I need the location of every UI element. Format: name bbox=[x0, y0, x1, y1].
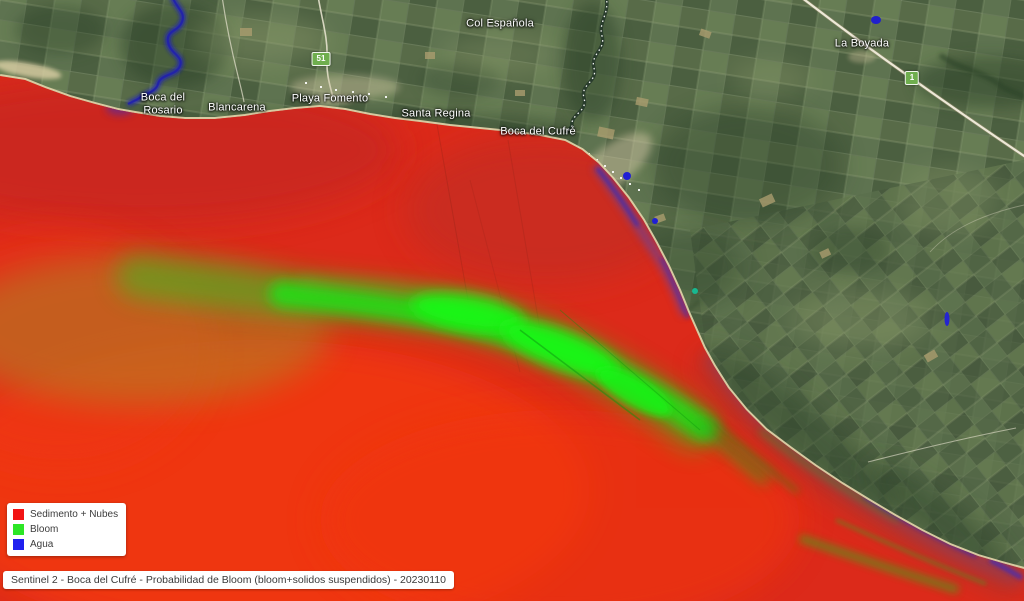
legend-item-bloom: Bloom bbox=[13, 524, 118, 535]
creek-top-right bbox=[938, 52, 1024, 100]
route-shield-51-icon: 51 bbox=[311, 52, 331, 66]
bloom-overlay bbox=[116, 254, 800, 494]
bloom-swatch-icon bbox=[13, 524, 24, 535]
legend-label: Agua bbox=[30, 539, 54, 550]
legend-item-agua: Agua bbox=[13, 539, 118, 550]
river-rosario bbox=[126, 0, 186, 107]
legend-label: Sedimento + Nubes bbox=[30, 509, 119, 520]
legend-item-sediment: Sedimento + Nubes bbox=[13, 509, 118, 520]
legend-label: Bloom bbox=[30, 524, 59, 535]
legend: Sedimento + Nubes Bloom Agua bbox=[7, 503, 127, 556]
river-cufre bbox=[564, 0, 609, 136]
route-shield-1-icon: 1 bbox=[904, 71, 920, 85]
admin-boundary-dashed bbox=[565, 0, 608, 135]
sediment-swatch-icon bbox=[13, 509, 24, 520]
agua-swatch-icon bbox=[13, 539, 24, 550]
land-water-dots bbox=[623, 16, 950, 326]
caption-bar: Sentinel 2 - Boca del Cufré - Probabilid… bbox=[3, 571, 454, 589]
